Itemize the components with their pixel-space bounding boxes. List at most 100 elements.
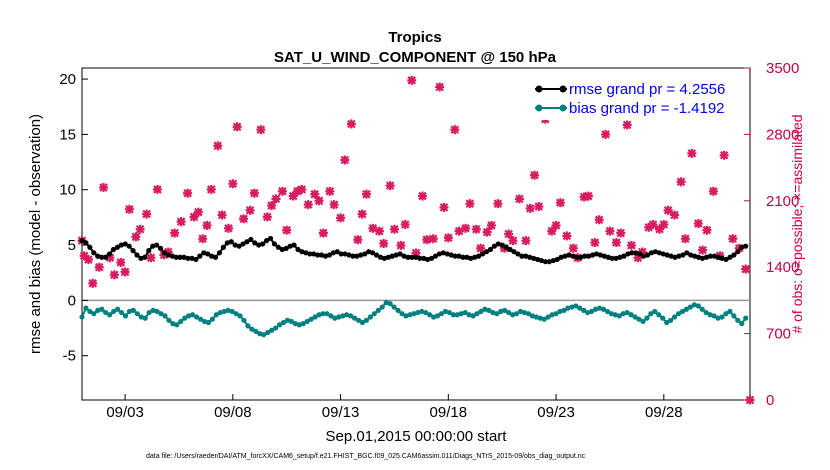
bias-point <box>225 307 231 313</box>
bias-point <box>146 309 152 316</box>
bias-point <box>695 303 701 309</box>
bias-point <box>261 332 267 338</box>
rmse-point <box>656 250 662 256</box>
right-tick-label: 700 <box>766 326 791 343</box>
bias-point <box>581 307 587 313</box>
bias-point <box>640 318 646 325</box>
rmse-point <box>193 256 199 263</box>
obs-assimilated-point <box>461 223 471 233</box>
rmse-point <box>381 255 387 261</box>
rmse-point <box>574 254 580 260</box>
rmse-point <box>366 249 372 255</box>
rmse-point <box>106 251 113 257</box>
obs-assimilated-point <box>99 183 109 193</box>
bias-point <box>699 306 705 312</box>
obs-assimilated-point <box>687 148 697 158</box>
obs-assimilated-point <box>396 240 406 250</box>
obs-assimilated-point <box>428 234 438 244</box>
rmse-point <box>154 242 160 248</box>
bias-point <box>269 327 275 333</box>
obs-assimilated-point <box>443 233 453 243</box>
left-axis-ticks: -5 0 5 10 15 20 <box>59 71 88 365</box>
obs-assimilated-point <box>476 243 486 253</box>
obs-assimilated-point <box>379 238 389 248</box>
bias-point <box>510 312 516 318</box>
bias-point <box>525 311 532 317</box>
rmse-point <box>644 252 651 258</box>
right-tick-label: 2100 <box>766 193 799 210</box>
bias-point <box>328 313 334 319</box>
rmse-point <box>342 251 348 257</box>
rmse-point <box>448 252 454 258</box>
rmse-point <box>157 245 164 251</box>
obs-assimilated-point <box>228 179 238 189</box>
bias-point <box>474 311 480 317</box>
bias-point <box>577 305 583 311</box>
rmse-point <box>503 244 509 250</box>
obs-assimilated-point <box>361 189 371 199</box>
obs-assimilated-point <box>659 220 669 230</box>
rmse-point <box>267 235 274 242</box>
rmse-point <box>373 252 380 258</box>
bias-point <box>557 308 563 315</box>
rmse-point <box>409 254 415 260</box>
obs-assimilated-point <box>94 262 104 272</box>
rmse-point <box>629 250 635 256</box>
bias-point <box>494 311 500 317</box>
obs-assimilated-point <box>521 236 531 246</box>
y-axis-label-left: rmse and bias (model - observation) <box>27 114 44 354</box>
rmse-point <box>660 251 666 257</box>
bias-point <box>430 314 437 320</box>
obs-assimilated-point <box>83 255 93 265</box>
bias-point <box>304 318 310 325</box>
obs-assimilated-point <box>198 234 208 244</box>
obs-assimilated-point <box>400 220 410 230</box>
obs-assimilated-point <box>232 122 242 132</box>
obs-assimilated-point <box>135 224 145 234</box>
bias-point <box>592 306 599 312</box>
bias-point <box>711 313 717 319</box>
rmse-point <box>625 251 631 257</box>
left-tick-label: 0 <box>68 292 76 309</box>
rmse-point <box>468 255 474 261</box>
legend-box <box>530 76 745 120</box>
bias-point <box>359 319 366 326</box>
rmse-point <box>491 243 497 249</box>
rmse-point <box>87 244 93 250</box>
bias-point <box>87 308 93 315</box>
rmse-point <box>358 252 364 258</box>
rmse-point <box>232 242 238 248</box>
obs-assimilated-point <box>249 188 259 198</box>
bias-point <box>340 313 346 319</box>
x-tick-label: 09/23 <box>537 404 575 421</box>
rmse-point <box>452 253 458 259</box>
x-tick-label: 09/03 <box>106 404 144 421</box>
bias-point <box>205 319 212 326</box>
bias-point <box>691 302 697 308</box>
obs-assimilated-point <box>611 238 621 248</box>
obs-assimilated-point <box>728 234 738 244</box>
rmse-point <box>287 243 293 249</box>
x-tick-label: 09/13 <box>322 404 360 421</box>
obs-assimilated-point <box>504 229 514 239</box>
x-tick-label: 09/18 <box>430 404 468 421</box>
obs-assimilated-point <box>176 217 186 227</box>
bias-point <box>541 316 547 322</box>
rmse-point <box>719 255 725 261</box>
rmse-point <box>421 255 427 261</box>
legend-rmse-label: rmse grand pr = 4.2556 <box>569 81 725 98</box>
obs-assimilated-point <box>318 228 328 238</box>
rmse-point <box>256 242 262 248</box>
rmse-point <box>99 254 105 260</box>
bias-point <box>197 316 204 322</box>
bias-point <box>178 318 184 325</box>
obs-assimilated-point <box>346 119 356 129</box>
bias-point <box>565 305 571 311</box>
obs-assimilated-point <box>120 267 130 277</box>
legend: rmse grand pr = 4.2556 bias grand pr = -… <box>530 76 745 120</box>
rmse-point <box>531 255 537 261</box>
bias-point <box>138 314 144 320</box>
rmse-point <box>739 244 745 250</box>
rmse-point <box>640 253 647 259</box>
bias-point <box>403 313 409 319</box>
